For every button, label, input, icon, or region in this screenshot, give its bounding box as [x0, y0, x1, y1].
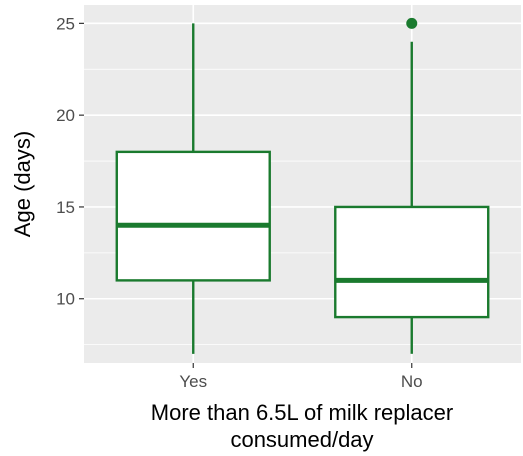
x-tick-label: No: [401, 372, 423, 391]
box-series: [115, 17, 490, 354]
y-tick-label: 25: [56, 14, 75, 33]
x-tick-label: Yes: [179, 372, 207, 391]
y-tick-label: 20: [56, 106, 75, 125]
y-tick-label: 10: [56, 290, 75, 309]
box-rect: [334, 205, 490, 319]
y-tick-label: 15: [56, 198, 75, 217]
y-axis-title: Age (days): [10, 131, 35, 237]
x-axis-ticks: Yes No: [179, 363, 423, 391]
box-yes: [115, 23, 271, 354]
x-axis-title-line-1: More than 6.5L of milk replacer: [151, 400, 453, 425]
outlier-point: [406, 17, 418, 29]
y-axis-ticks: 10 15 20 25: [56, 14, 84, 309]
box-rect: [115, 150, 271, 282]
box-no: [334, 17, 490, 354]
x-axis-title-line-2: consumed/day: [230, 427, 373, 452]
